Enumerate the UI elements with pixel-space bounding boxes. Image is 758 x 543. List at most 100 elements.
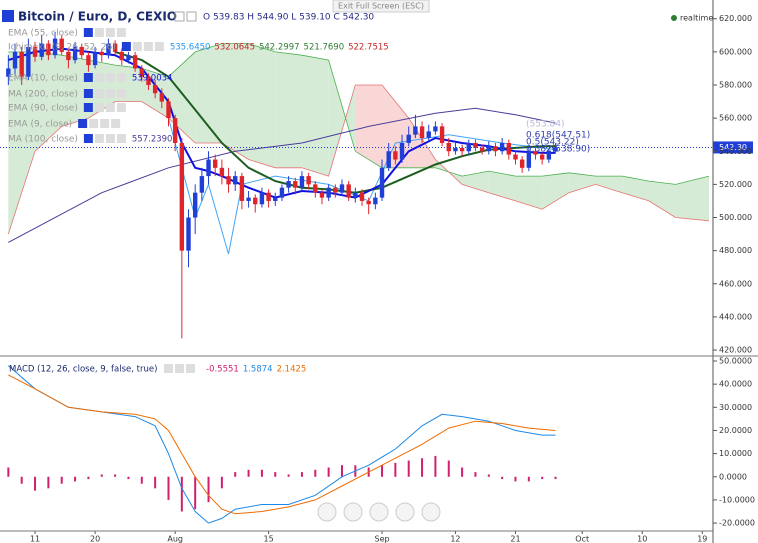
indicator-button[interactable] — [116, 73, 126, 82]
icon[interactable] — [186, 11, 197, 22]
indicator-button[interactable] — [105, 103, 115, 112]
histogram-bar — [20, 476, 23, 484]
y-tick-label: 460.000 — [719, 279, 752, 288]
candle-body — [526, 151, 532, 168]
indicator-button[interactable] — [105, 89, 115, 98]
candle-body — [519, 159, 525, 168]
indicator-button[interactable] — [116, 89, 126, 98]
indicator-button[interactable] — [83, 134, 93, 143]
indicator-button[interactable] — [164, 364, 173, 373]
candle-body — [152, 84, 158, 94]
candle-body — [293, 181, 298, 188]
cloud — [195, 43, 222, 143]
cloud — [568, 172, 596, 193]
candle-body — [406, 134, 411, 143]
exit-button[interactable] — [332, 0, 430, 13]
indicator-button[interactable] — [116, 28, 126, 37]
indicator-button[interactable] — [105, 28, 115, 37]
y-tick-label: -20.0000 — [719, 519, 755, 528]
histogram-bar — [60, 476, 63, 484]
candle-body — [446, 142, 451, 152]
indicator-button[interactable] — [94, 73, 104, 82]
icon[interactable] — [174, 11, 185, 22]
indicator-button[interactable] — [94, 103, 104, 112]
indicator-button[interactable] — [89, 119, 99, 128]
candle-body — [226, 176, 231, 185]
y-tick-label: 620.000 — [719, 14, 752, 23]
macd-pane — [7, 365, 557, 524]
nav-button[interactable] — [421, 502, 441, 522]
indicator-button[interactable] — [94, 28, 104, 37]
x-tick-label: Oct — [575, 535, 589, 543]
candle-body — [299, 176, 305, 188]
cloud — [515, 176, 543, 210]
indicator-button[interactable] — [111, 119, 121, 128]
candle-body — [132, 55, 138, 69]
indicator-button[interactable] — [186, 364, 195, 373]
candle-body — [179, 142, 185, 251]
realtime-label: realtime — [680, 14, 713, 23]
indicator-button[interactable] — [94, 134, 104, 143]
indicator-button[interactable] — [116, 134, 126, 143]
overlay: 542.30 620.000 600.000 580.000 560.000 540.00… — [8, 14, 755, 543]
candle-body — [233, 176, 238, 185]
candle-body — [533, 151, 538, 155]
candle-body — [99, 51, 104, 56]
cloud — [301, 55, 329, 177]
indicator-button[interactable] — [100, 119, 110, 128]
candle-body — [399, 142, 405, 160]
candle-body — [459, 147, 465, 152]
indicator-button[interactable] — [105, 73, 115, 82]
candle-body — [19, 51, 24, 77]
indicator-line — [8, 107, 556, 243]
nav-button[interactable] — [343, 502, 363, 522]
indicator-button[interactable] — [105, 134, 115, 143]
candle-body — [353, 192, 358, 198]
fib-label: (553.84) — [526, 120, 565, 130]
candle-body — [373, 197, 378, 205]
histogram-bar — [194, 476, 197, 510]
indicator-button[interactable] — [83, 89, 93, 98]
candle-body — [86, 55, 91, 66]
candle-body — [346, 184, 351, 198]
price-pane — [0, 31, 713, 339]
indicator-button[interactable] — [175, 364, 184, 373]
indicator-button[interactable] — [83, 103, 93, 112]
indicator-button[interactable] — [132, 42, 142, 51]
indicator-label: EMA (55, close) — [8, 29, 78, 39]
nav-button[interactable] — [369, 502, 389, 522]
histogram-bar — [527, 476, 530, 482]
indicator-button[interactable] — [78, 119, 88, 128]
indicator-button[interactable] — [116, 103, 126, 112]
x-tick-label: 21 — [510, 535, 520, 543]
indicator-value: 535.6450 — [170, 43, 211, 53]
candle-body — [66, 51, 71, 61]
indicator-button[interactable] — [83, 73, 93, 82]
candle-body — [213, 159, 218, 168]
candle-body — [126, 55, 131, 61]
nav-button[interactable] — [395, 502, 415, 522]
indicator-label: Ichimoku (9, 26, 52, 26) — [8, 43, 116, 53]
nav-buttons[interactable] — [317, 502, 441, 522]
candle-body — [419, 126, 425, 139]
indicator-button[interactable] — [154, 42, 164, 51]
nav-button[interactable] — [317, 502, 337, 522]
cloud — [8, 51, 36, 235]
cloud-edge — [8, 43, 710, 185]
candle-body — [206, 159, 211, 177]
candle-body — [473, 142, 478, 148]
indicator-button[interactable] — [83, 28, 93, 37]
cloud — [462, 171, 489, 193]
candle-body — [199, 176, 205, 193]
y-tick-label: 20.0000 — [719, 426, 752, 435]
last-price-box — [713, 141, 753, 154]
candle-body — [72, 46, 78, 61]
indicator-button[interactable] — [121, 42, 131, 51]
indicator-button[interactable] — [143, 42, 153, 51]
histogram-bar — [287, 474, 290, 477]
candle-body — [159, 93, 165, 102]
indicator-button[interactable] — [94, 89, 104, 98]
candle-body — [253, 197, 258, 205]
candle-body — [259, 192, 265, 205]
exit-label[interactable]: Exit Full Screen (ESC) — [338, 2, 424, 11]
